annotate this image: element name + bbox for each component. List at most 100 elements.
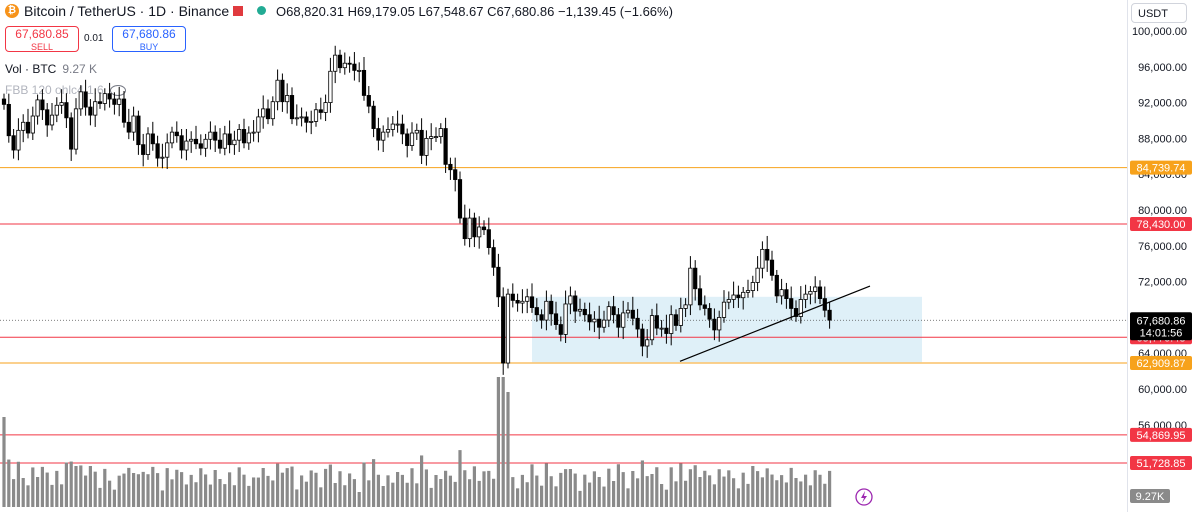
volume-bar [492, 478, 496, 507]
candle-down [481, 226, 487, 231]
candle-down [707, 308, 712, 320]
volume-label: Vol · BTC [5, 62, 57, 76]
volume-bar [573, 473, 577, 507]
volume-bar [266, 475, 270, 507]
level-label-bg-1 [1130, 217, 1192, 232]
volume-bar [823, 483, 827, 507]
volume-bars [2, 377, 832, 507]
volume-bar [333, 483, 337, 507]
volume-bar [549, 476, 553, 507]
flag-icon[interactable] [233, 6, 243, 16]
volume-bar [468, 479, 472, 507]
volume-bar [295, 489, 299, 507]
candle-up [678, 308, 683, 326]
lightning-bolt-icon [861, 491, 867, 503]
volume-bar [184, 484, 188, 507]
candle-up [669, 314, 674, 334]
volume-bar [688, 469, 692, 507]
volume-bar [165, 468, 169, 507]
volume-bar [568, 469, 572, 507]
volume-value: 9.27 K [62, 62, 98, 76]
price-axis-divider [1127, 0, 1128, 512]
volume-bar [136, 474, 140, 507]
candle-down [83, 91, 88, 108]
candle-down [534, 307, 539, 316]
candle-up [222, 133, 227, 149]
candle-up [165, 142, 170, 158]
candle-down [400, 123, 405, 135]
volume-bar [381, 486, 385, 507]
volume-bar [669, 467, 673, 507]
candle-down [789, 298, 794, 309]
candle-down [11, 135, 16, 151]
candle-down [774, 274, 779, 297]
volume-bar [645, 476, 649, 507]
volume-bar [660, 484, 664, 507]
y-tick-label: 76,000.00 [1138, 241, 1187, 253]
level-label-bg-3 [1130, 355, 1192, 370]
volume-bar [664, 489, 668, 507]
volume-bar [439, 479, 443, 507]
volume-bar [55, 470, 59, 507]
candle-down [174, 131, 179, 137]
buy-button[interactable]: 67,680.86 BUY [112, 26, 186, 52]
volume-bar [453, 481, 457, 507]
volume-bar [602, 486, 606, 507]
ohlc-high: H69,179.05 [347, 4, 415, 19]
volume-bar [45, 472, 49, 507]
volume-bar [540, 485, 544, 507]
eye-hidden-icon[interactable] [110, 85, 127, 97]
volume-bar [722, 476, 726, 507]
candle-up [309, 120, 314, 123]
volume-bar [237, 467, 241, 507]
volume-legend[interactable]: Vol · BTC 9.27 K [5, 62, 97, 76]
currency-selector[interactable]: USDT [1131, 3, 1187, 23]
candle-up [117, 98, 122, 105]
range-box [532, 296, 922, 363]
candle-down [654, 315, 659, 329]
candle-down [179, 135, 184, 151]
last-price-label: 67,680.86 [1137, 315, 1186, 327]
volume-bar [285, 468, 289, 507]
volume-bar [472, 466, 476, 507]
candle-down [45, 109, 50, 126]
volume-bar [343, 485, 347, 507]
volume-bar [525, 482, 529, 507]
level-label-0: 84,739.74 [1137, 163, 1186, 175]
candle-up [803, 293, 808, 300]
candle-up [688, 267, 693, 306]
candle-down [337, 54, 343, 69]
candle-up [544, 300, 549, 321]
volume-bar [808, 485, 812, 507]
candle-up [131, 115, 136, 133]
volume-bar [232, 485, 236, 507]
volume-bar [36, 477, 40, 507]
candle-up [467, 217, 472, 240]
volume-bar [463, 470, 467, 507]
sell-button[interactable]: 67,680.85 SELL [5, 26, 79, 52]
volume-bar [261, 468, 265, 507]
candle-down [491, 247, 496, 268]
candle-up [750, 282, 755, 291]
candle-down [366, 95, 371, 107]
volume-bar [770, 474, 774, 507]
candle-up [78, 91, 83, 110]
candle-up [414, 129, 419, 134]
volume-bar [640, 460, 644, 507]
volume-bar [588, 482, 592, 507]
symbol-title[interactable]: Bitcoin / TetherUS · 1D · Binance [24, 3, 230, 19]
candle-down [817, 286, 823, 300]
volume-bar [621, 472, 625, 507]
candle-up [275, 79, 280, 103]
volume-bar [367, 480, 371, 507]
candle-up [145, 133, 151, 155]
volume-bar [189, 474, 193, 507]
candle-up [73, 108, 79, 150]
candle-up [745, 290, 751, 293]
volume-bar [79, 465, 83, 507]
chart-header: ₿ Bitcoin / TetherUS · 1D · Binance O68,… [0, 0, 1120, 26]
candle-up [169, 131, 175, 144]
volume-bar [357, 492, 361, 507]
level-label-bg-0 [1130, 160, 1192, 175]
